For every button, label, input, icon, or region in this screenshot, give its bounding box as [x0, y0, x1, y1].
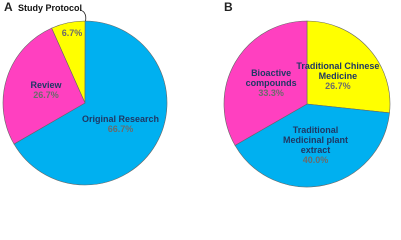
slice-label-group: Bioactive compounds 33.3%: [229, 68, 313, 98]
slice-label: Traditional Chinese Medicine: [296, 61, 380, 82]
figure: A Study Protocol 6.7% Original Research 66.7…: [2, 0, 391, 188]
pie-slice: [2, 27, 86, 145]
charts: [2, 9, 391, 188]
slice-value-label: 66.7%: [107, 123, 134, 134]
slice-label: Traditional Medicinal plant extract: [283, 124, 349, 155]
slice-label-group: Traditional Chinese Medicine 26.7%: [296, 61, 380, 91]
slice-label: Review: [30, 80, 62, 91]
slice-label: Bioactive compounds: [245, 68, 297, 89]
slice-label-group: Review 26.7%: [4, 80, 88, 100]
slice-label-group: Traditional Medicinal plant extract 40.0%: [274, 125, 358, 165]
pie-slice: [13, 20, 168, 186]
slice-value-label: 6.7%: [61, 28, 83, 38]
pie-slice: [223, 20, 308, 146]
pie-slice: [234, 103, 390, 188]
slice-value-label: 26.7%: [33, 90, 59, 101]
slice-value-label: 40.0%: [302, 154, 329, 165]
slice-label: Original Research: [81, 113, 159, 124]
pie-slice: [306, 20, 391, 114]
panel-letter: A: [4, 0, 13, 14]
slice-value-label: 26.7%: [325, 81, 351, 92]
slice-label: Study Protocol: [17, 3, 82, 13]
panel-letter: B: [224, 0, 233, 14]
slice-value-label: 33.3%: [258, 88, 284, 99]
slice-label-group: Original Research 66.7%: [78, 114, 162, 134]
